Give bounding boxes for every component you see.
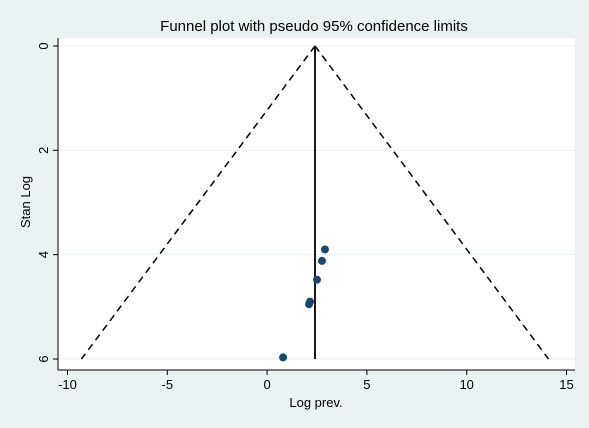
x-tick-label-1: -5 bbox=[162, 377, 174, 392]
funnel-limit-right bbox=[314, 45, 550, 360]
data-point-4 bbox=[305, 300, 314, 309]
axes: -10 -5 0 5 10 15 0 2 4 6 bbox=[36, 38, 575, 392]
y-axis-title: Stan Log bbox=[18, 176, 33, 228]
funnel-limit-left bbox=[80, 45, 316, 360]
y-tick-label-3: 6 bbox=[36, 355, 51, 362]
x-tick-label-5: 15 bbox=[559, 377, 573, 392]
data-point-1 bbox=[317, 256, 326, 265]
x-axis-title: Log prev. bbox=[289, 395, 342, 410]
y-tick-label-1: 2 bbox=[36, 147, 51, 154]
plot-area bbox=[58, 38, 575, 370]
x-tick-label-2: 0 bbox=[263, 377, 270, 392]
x-tick-label-0: -10 bbox=[58, 377, 77, 392]
x-tick-label-3: 5 bbox=[363, 377, 370, 392]
data-point-0 bbox=[320, 245, 329, 254]
data-points bbox=[279, 245, 329, 362]
chart-title: Funnel plot with pseudo 95% confidence l… bbox=[160, 18, 468, 35]
y-tick-label-2: 4 bbox=[36, 251, 51, 258]
data-point-2 bbox=[313, 275, 321, 284]
grid-lines bbox=[58, 45, 575, 360]
x-tick-label-4: 10 bbox=[459, 377, 473, 392]
data-point-5 bbox=[279, 353, 288, 362]
y-tick-label-0: 0 bbox=[36, 42, 51, 49]
funnel-lines bbox=[80, 45, 550, 360]
